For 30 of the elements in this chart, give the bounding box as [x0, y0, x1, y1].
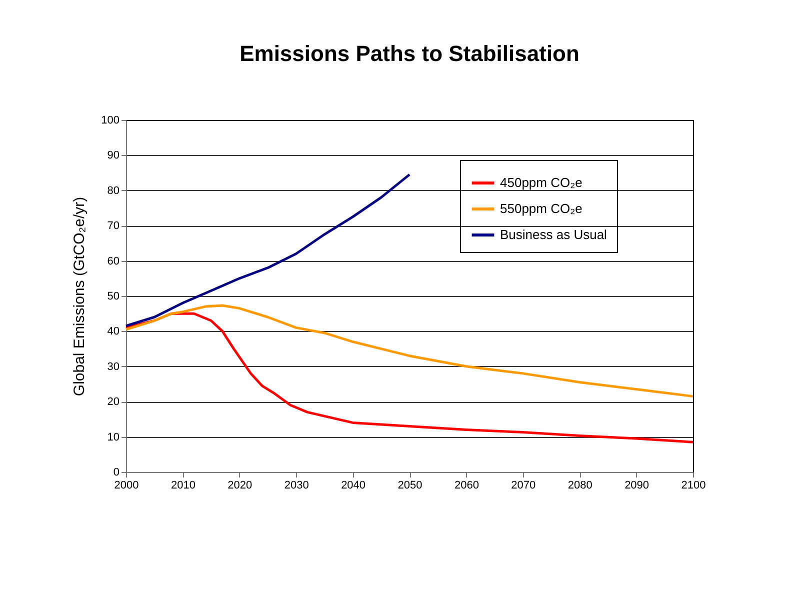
x-tick-label: 2010: [170, 480, 196, 492]
y-tick-label: 40: [107, 326, 120, 338]
legend-label: Business as Usual: [500, 227, 608, 242]
x-tick-label: 2030: [284, 480, 309, 492]
x-tick-label: 2070: [511, 480, 536, 492]
x-tick-label: 2100: [681, 480, 706, 492]
line-series: [124, 312, 694, 444]
y-tick-label: 10: [107, 431, 120, 444]
line-series: [124, 173, 411, 328]
x-tick-label: 2080: [568, 480, 592, 492]
x-tick-label: 2060: [454, 480, 479, 492]
y-tick-label: 50: [107, 290, 120, 302]
x-tick-label: 2090: [624, 480, 650, 492]
y-tick-label: 80: [107, 184, 120, 197]
y-tick-label: 70: [107, 220, 120, 232]
legend-label: 550ppm CO₂e: [500, 201, 582, 216]
y-axis-title: Global Emissions (GtCO₂e/yr): [71, 196, 88, 396]
x-tick-label: 2040: [341, 480, 366, 492]
y-tick-label: 90: [107, 150, 120, 162]
x-tick-label: 2020: [228, 480, 252, 492]
x-tick-label: 2050: [398, 480, 422, 492]
y-tick-label: 0: [113, 466, 120, 478]
chart-title: Emissions Paths to Stabilisation: [240, 41, 580, 66]
y-tick-label: 100: [101, 114, 120, 126]
y-tick-label: 60: [107, 255, 120, 268]
line-series: [124, 304, 694, 398]
y-tick-label: 20: [107, 396, 120, 408]
y-tick-label: 30: [107, 360, 120, 373]
x-tick-label: 2000: [114, 480, 139, 492]
legend-label: 450ppm CO₂e: [500, 175, 582, 190]
